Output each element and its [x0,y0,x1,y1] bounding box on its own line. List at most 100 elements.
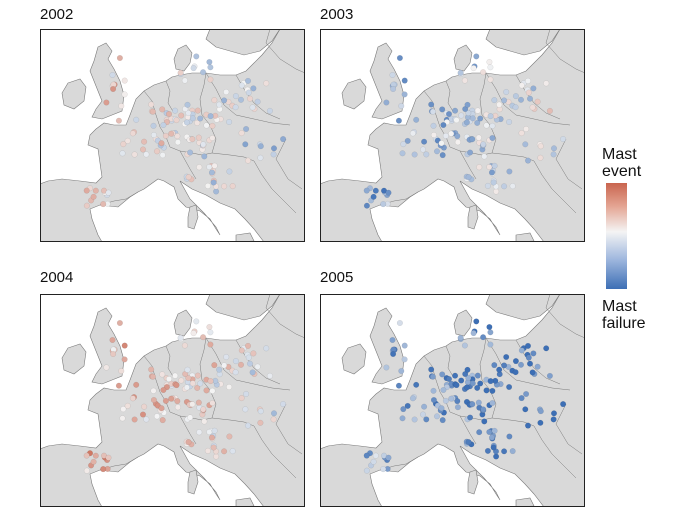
land-shape [485,29,561,56]
country-border [555,138,583,190]
station-point [183,119,190,126]
station-point [153,413,160,420]
country-border [479,72,497,154]
station-point [400,406,407,413]
station-point [512,358,519,365]
station-point [139,146,146,153]
station-point [266,107,273,114]
station-point [103,99,110,106]
map-2005 [320,294,585,507]
station-point [149,373,156,380]
station-point [203,122,210,129]
station-point [110,351,117,358]
country-border [179,150,197,180]
station-point [207,113,214,120]
station-point [92,187,99,194]
map-panel-2005 [320,294,585,507]
station-point [421,138,428,145]
station-point [404,402,411,409]
station-point [440,386,447,393]
station-point [204,182,211,189]
station-point [439,106,446,113]
station-point [90,193,97,200]
map-frame [40,294,305,507]
station-point [481,153,488,160]
station-point [396,320,403,327]
station-point [143,416,150,423]
station-point [210,179,217,186]
station-point [438,140,445,147]
station-point [121,342,128,349]
station-point [363,452,370,459]
country-border [275,138,303,190]
country-border [545,294,585,339]
station-point [246,360,253,367]
station-point [149,108,156,115]
country-border [533,425,577,479]
station-point [153,148,160,155]
station-point [189,136,196,143]
country-border [445,80,455,114]
station-point [530,350,537,357]
station-point [390,351,397,358]
panel-title-2002: 2002 [40,6,74,23]
station-point [160,386,167,393]
station-point [131,151,138,158]
country-border [445,345,455,379]
map-panel-2003 [320,29,585,242]
station-point [189,115,196,122]
station-point [506,168,513,175]
station-point [525,354,532,361]
station-point [469,401,476,408]
station-point [389,72,396,79]
station-point [221,183,228,190]
station-point [242,406,249,413]
station-point [484,182,491,189]
station-point [473,53,480,60]
station-point [509,183,516,190]
station-point [83,187,90,194]
station-point [226,118,233,125]
station-point [208,434,215,441]
station-point [483,122,490,129]
station-point [488,434,495,441]
station-point [270,151,277,158]
station-point [467,149,474,156]
station-point [209,122,216,129]
station-point [221,362,228,369]
station-point [487,329,494,336]
station-point [433,148,440,155]
station-point [452,107,459,114]
land-shape [341,343,367,375]
station-point [404,137,411,144]
station-point [458,377,465,384]
station-point [529,369,536,376]
station-point [238,130,245,137]
station-point [139,411,146,418]
station-point [141,403,148,410]
station-point [150,387,157,394]
station-point [118,367,125,374]
station-point [159,152,166,159]
station-point [470,65,477,72]
station-point [457,69,464,76]
station-point [109,72,116,79]
station-point [423,416,430,423]
station-point [226,168,233,175]
station-point [421,403,428,410]
station-point [121,91,128,98]
station-point [487,378,494,385]
station-point [249,369,256,376]
station-point [270,416,277,423]
station-point [100,201,107,208]
station-point [475,399,482,406]
station-point [512,104,519,111]
station-point [190,65,197,72]
land-shape [89,42,125,120]
land-shape [61,343,87,375]
station-point [223,354,230,361]
station-point [390,86,397,93]
station-point [174,398,181,405]
station-point [83,467,90,474]
station-point [445,375,452,382]
